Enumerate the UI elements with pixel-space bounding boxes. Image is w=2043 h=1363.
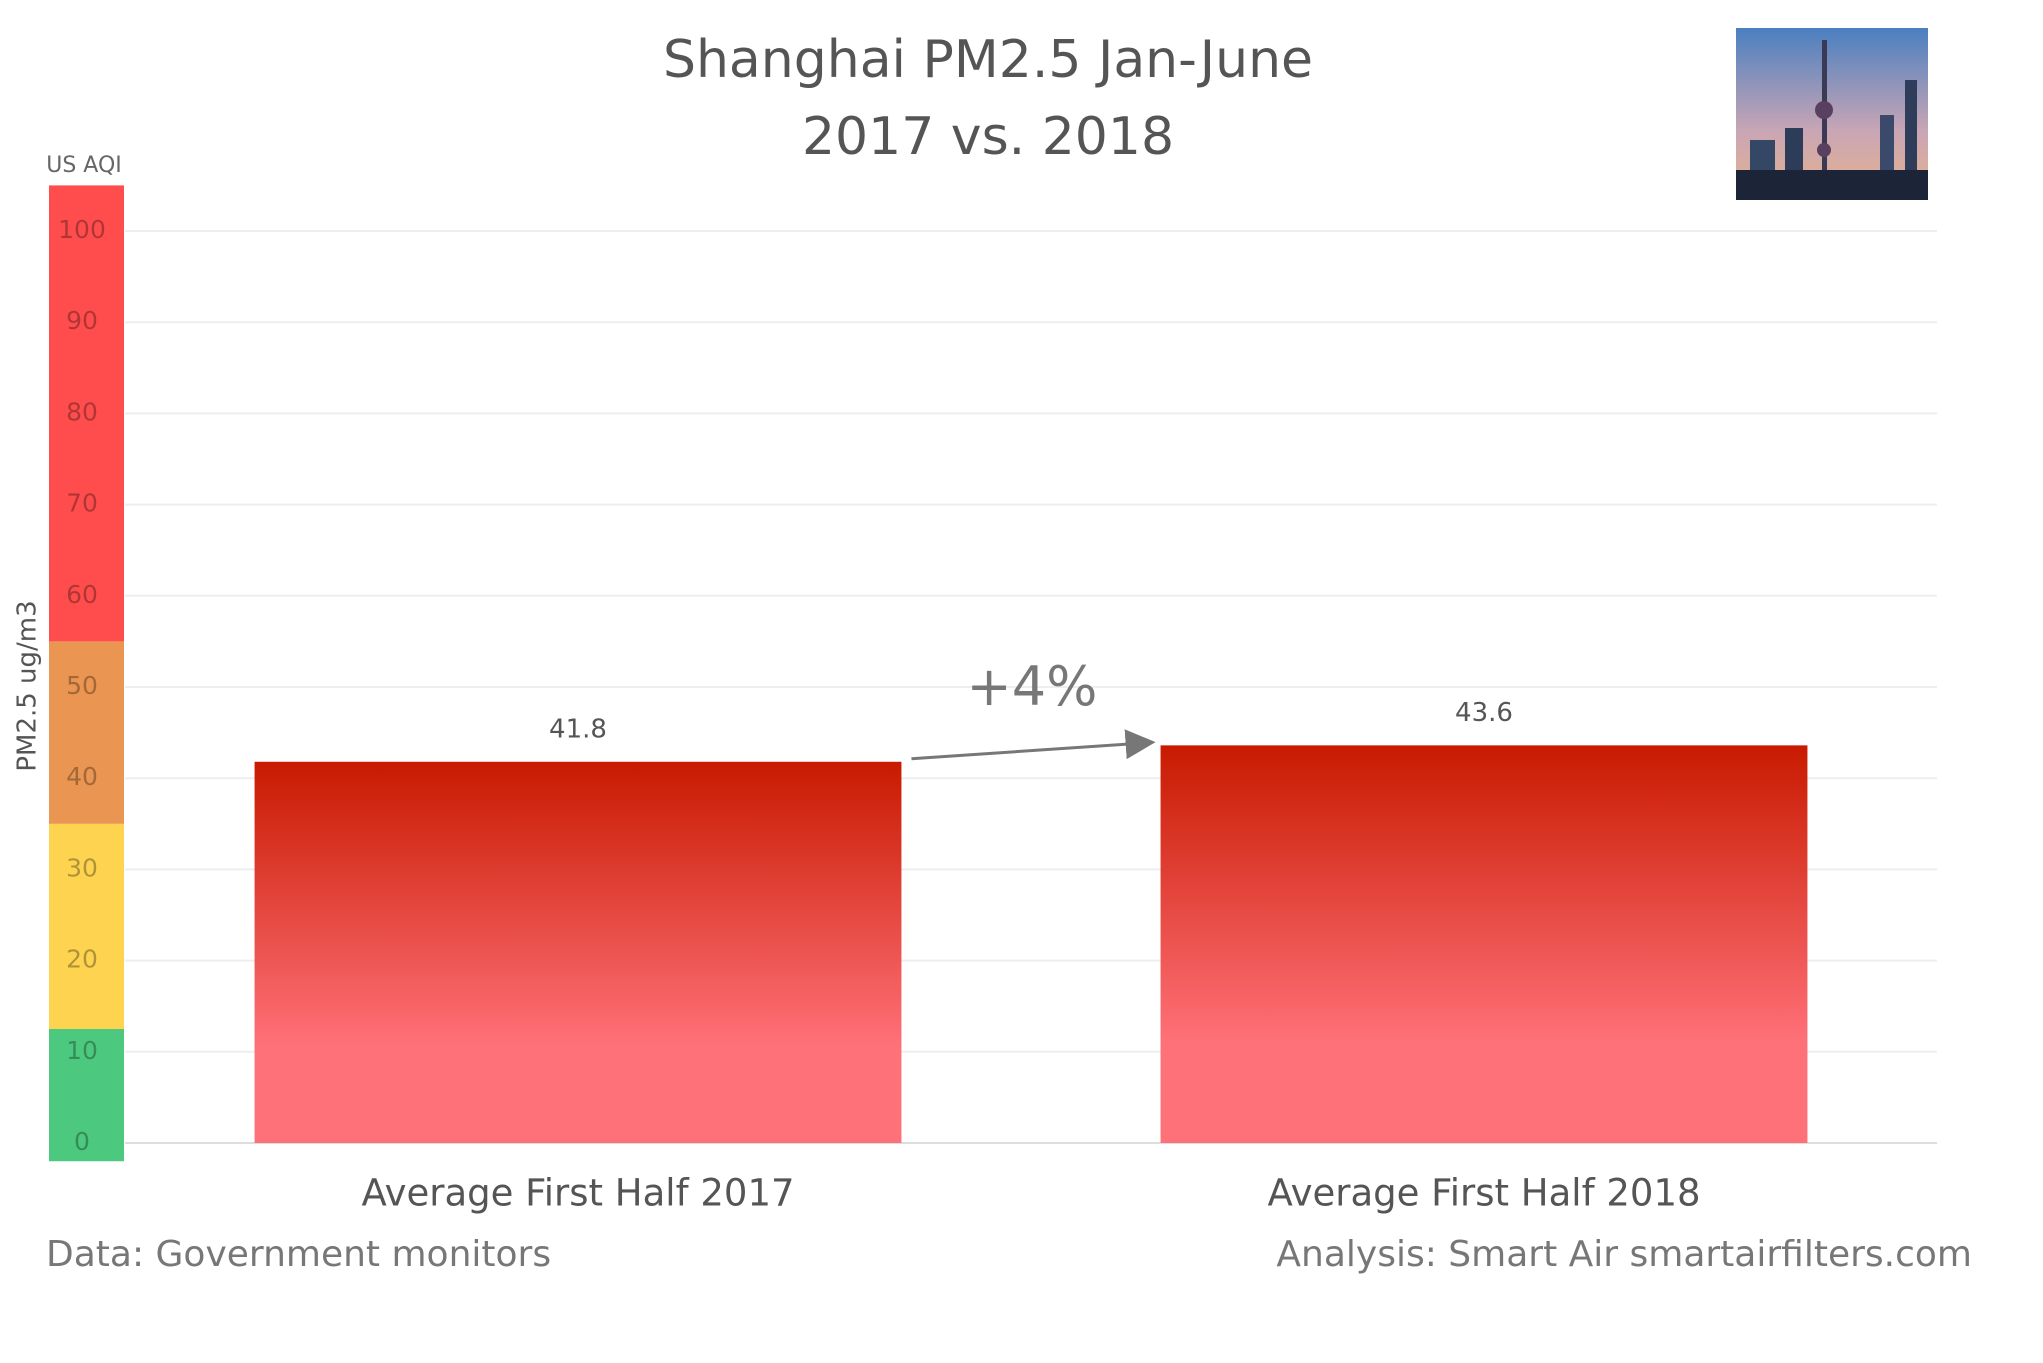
y-tick-label: 10 [66, 1036, 98, 1065]
y-tick-label: 40 [66, 762, 98, 791]
y-tick-label: 20 [66, 945, 98, 974]
x-tick-label: Average First Half 2017 [361, 1172, 794, 1215]
source-note: Data: Government monitors [46, 1234, 551, 1275]
y-tick-label: 70 [66, 489, 98, 518]
y-tick-label: 50 [66, 671, 98, 700]
chart-title: Shanghai PM2.5 Jan-June [663, 30, 1313, 90]
aqi-band [49, 185, 124, 642]
band-label: US AQI [46, 153, 122, 178]
y-tick-label: 90 [66, 306, 98, 335]
y-tick-label: 100 [58, 215, 106, 244]
credit-note: Analysis: Smart Air smartairfilters.com [1276, 1234, 1972, 1275]
chart-subtitle: 2017 vs. 2018 [802, 107, 1174, 167]
value-label: 41.8 [549, 714, 607, 744]
x-tick-label: Average First Half 2018 [1267, 1172, 1700, 1215]
aqi-band [49, 823, 124, 1029]
change-arrow [911, 729, 1156, 761]
y-tick-label: 30 [66, 853, 98, 882]
y-tick-label: 0 [74, 1127, 90, 1156]
value-label: 43.6 [1455, 698, 1513, 728]
bar [1160, 745, 1808, 1143]
aqi-band [49, 1029, 124, 1162]
annotation: +4% [967, 655, 1098, 718]
aqi-band [49, 641, 124, 824]
y-tick-label: 80 [66, 397, 98, 426]
y-axis-label: PM2.5 ug/m3 [13, 600, 43, 771]
y-tick-label: 60 [66, 580, 98, 609]
bar [254, 761, 902, 1143]
city-photo [1736, 28, 1928, 200]
